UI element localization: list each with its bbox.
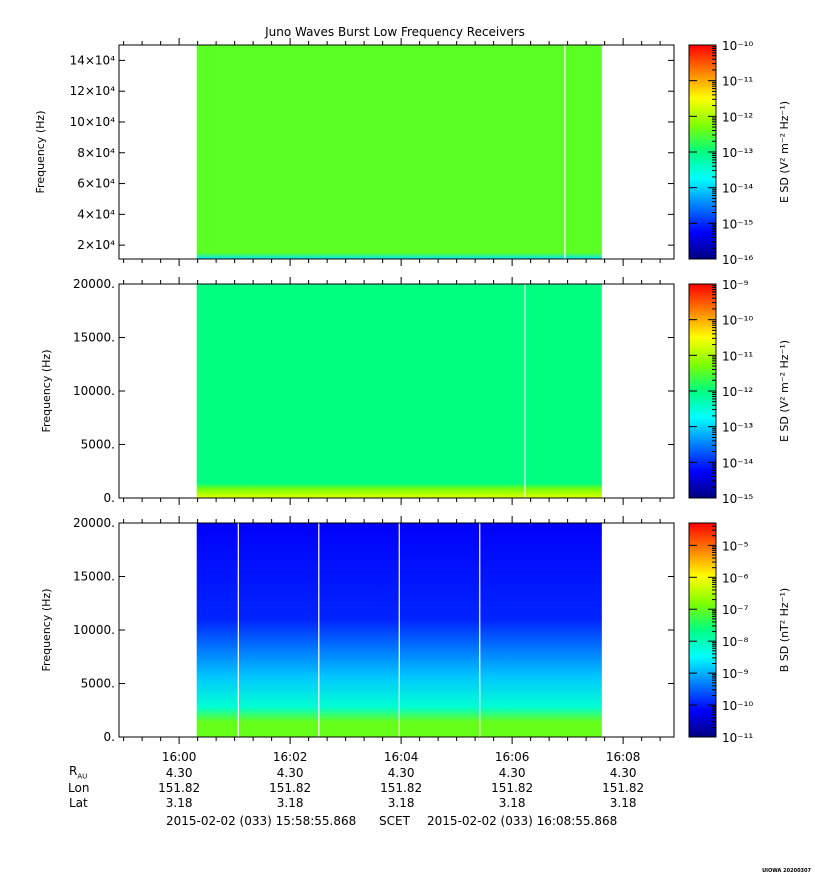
figure-title: Juno Waves Burst Low Frequency Receivers: [264, 25, 525, 39]
ephemeris-lon-value: 151.82: [158, 781, 201, 795]
colorbar-tick-label-1-7: 10⁻¹⁶: [722, 253, 753, 267]
y-tick-label-3-4: 15000.: [73, 570, 115, 584]
ephemeris-rau-value: 4.30: [165, 766, 193, 780]
colorbar-tick-label-3-1: 10⁻⁵: [722, 539, 749, 553]
colorbar-tick-label-2-3: 10⁻¹¹: [722, 349, 753, 363]
ephemeris-lon-value: 151.82: [602, 781, 645, 795]
footer-start-time: 2015-02-02 (033) 15:58:55.868: [166, 814, 357, 828]
x-tick-label-2: 16:02: [273, 750, 308, 764]
y-axis-label-3: Frequency (Hz): [40, 589, 53, 672]
x-tick-label-3: 16:04: [384, 750, 419, 764]
colorbar-tick-label-3-4: 10⁻⁸: [722, 635, 749, 649]
colorbar-tick-label-2-1: 10⁻⁹: [722, 278, 749, 292]
ephemeris-lon-value: 151.82: [269, 781, 312, 795]
colorbar-1: 10⁻¹⁰ 10⁻¹¹ 10⁻¹² 10⁻¹³ 10⁻¹⁴ 10⁻¹⁵ 10⁻¹⁶ E SD …: [688, 39, 791, 267]
spectrogram-panel-1: 2×10⁴ 4×10⁴ 6×10⁴ 8×10⁴ 10×10⁴ 12×10⁴ 14×10⁴ Fr…: [34, 38, 791, 267]
y-tick-label-2-4: 15000.: [73, 331, 115, 345]
y-tick-label-3-1: 0.: [104, 730, 115, 744]
panel-frame-1: [118, 44, 675, 260]
ephemeris-lon-value: 151.82: [380, 781, 423, 795]
ephemeris-lon-value: 151.82: [491, 781, 534, 795]
colorbar-label-2: E SD (V² m⁻² Hz⁻¹): [778, 340, 791, 442]
colorbar-tick-label-2-6: 10⁻¹⁴: [722, 456, 753, 470]
colorbar-scale-3: [688, 522, 717, 738]
lat-label: Lat: [69, 796, 88, 810]
y-tick-label-2-5: 20000.: [73, 277, 115, 291]
x-tick-label-4: 16:06: [495, 750, 530, 764]
spectrogram-data-2: [196, 284, 602, 498]
colorbar-tick-label-3-5: 10⁻⁹: [722, 667, 749, 681]
y-axis-label-1: Frequency (Hz): [34, 111, 47, 194]
rau-label: RAU: [69, 764, 88, 781]
y-tick-label-1-7: 14×10⁴: [70, 53, 116, 67]
spectrogram-data-1: [196, 45, 602, 259]
ephemeris-rau-value: 4.30: [609, 766, 637, 780]
colorbar-tick-label-3-7: 10⁻¹¹: [722, 731, 753, 745]
colorbar-tick-label-2-5: 10⁻¹³: [722, 421, 753, 435]
ephemeris-rau-value: 4.30: [387, 766, 415, 780]
y-tick-label-1-2: 4×10⁴: [77, 207, 115, 221]
lon-label: Lon: [68, 781, 90, 795]
ephemeris-lat-value: 3.18: [609, 796, 637, 810]
spectrogram-panel-3: 0. 5000. 10000. 15000. 20000. Frequency (Hz) 1…: [40, 516, 791, 745]
footer-scet-label: SCET: [379, 814, 410, 828]
ephemeris-rau-value: 4.30: [498, 766, 526, 780]
ephemeris-lat-value: 3.18: [276, 796, 304, 810]
y-tick-label-1-3: 6×10⁴: [77, 177, 115, 191]
colorbar-label-1: E SD (V² m⁻² Hz⁻¹): [778, 101, 791, 203]
y-tick-label-2-3: 10000.: [73, 384, 115, 398]
ephemeris-lat-value: 3.18: [387, 796, 415, 810]
ephemeris-rau-value: 4.30: [276, 766, 304, 780]
ephemeris-lat-value: 3.18: [165, 796, 193, 810]
institution-stamp: UIOWA 20200307: [762, 868, 811, 874]
y-tick-label-2-2: 5000.: [81, 438, 115, 452]
y-tick-label-3-5: 20000.: [73, 516, 115, 530]
footer-end-time: 2015-02-02 (033) 16:08:55.868: [427, 814, 618, 828]
x-axis: 16:00 16:02 16:04 16:06 16:08: [162, 750, 641, 764]
colorbar-tick-label-2-2: 10⁻¹⁰: [722, 314, 753, 328]
colorbar-tick-label-3-3: 10⁻⁷: [722, 603, 749, 617]
colorbar-tick-label-2-4: 10⁻¹²: [722, 385, 753, 399]
colorbar-tick-label-1-1: 10⁻¹⁰: [722, 39, 753, 53]
colorbar-tick-label-3-2: 10⁻⁶: [722, 571, 749, 585]
y-tick-label-1-5: 10×10⁴: [70, 115, 116, 129]
colorbar-2: 10⁻⁹ 10⁻¹⁰ 10⁻¹¹ 10⁻¹² 10⁻¹³ 10⁻¹⁴ 10⁻¹⁵ E SD (…: [688, 278, 791, 506]
y-tick-label-1-4: 8×10⁴: [77, 146, 115, 160]
colorbar-tick-label-1-5: 10⁻¹⁴: [722, 182, 753, 196]
colorbar-tick-label-2-7: 10⁻¹⁵: [722, 492, 753, 506]
colorbar-tick-label-1-4: 10⁻¹³: [722, 146, 753, 160]
ephemeris-lat-value: 3.18: [498, 796, 526, 810]
colorbar-tick-label-1-6: 10⁻¹⁵: [722, 217, 753, 231]
colorbar-label-3: B SD (nT² Hz⁻¹): [778, 588, 791, 672]
x-tick-label-1: 16:00: [162, 750, 197, 764]
colorbar-tick-label-3-6: 10⁻¹⁰: [722, 699, 753, 713]
y-tick-label-1-6: 12×10⁴: [70, 84, 116, 98]
colorbar-tick-label-1-2: 10⁻¹¹: [722, 75, 753, 89]
colorbar-tick-label-1-3: 10⁻¹²: [722, 110, 753, 124]
x-tick-label-5: 16:08: [606, 750, 641, 764]
y-tick-label-3-2: 5000.: [81, 677, 115, 691]
y-axis-label-2: Frequency (Hz): [40, 350, 53, 433]
colorbar-3: 10⁻⁵ 10⁻⁶ 10⁻⁷ 10⁻⁸ 10⁻⁹ 10⁻¹⁰ 10⁻¹¹ B SD (nT² …: [688, 522, 791, 745]
y-tick-label-1-1: 2×10⁴: [77, 238, 115, 252]
y-tick-label-2-1: 0.: [104, 491, 115, 505]
spectrogram-panel-2: 0. 5000. 10000. 15000. 20000. Frequency (Hz) 1…: [40, 277, 791, 506]
y-tick-label-3-3: 10000.: [73, 623, 115, 637]
